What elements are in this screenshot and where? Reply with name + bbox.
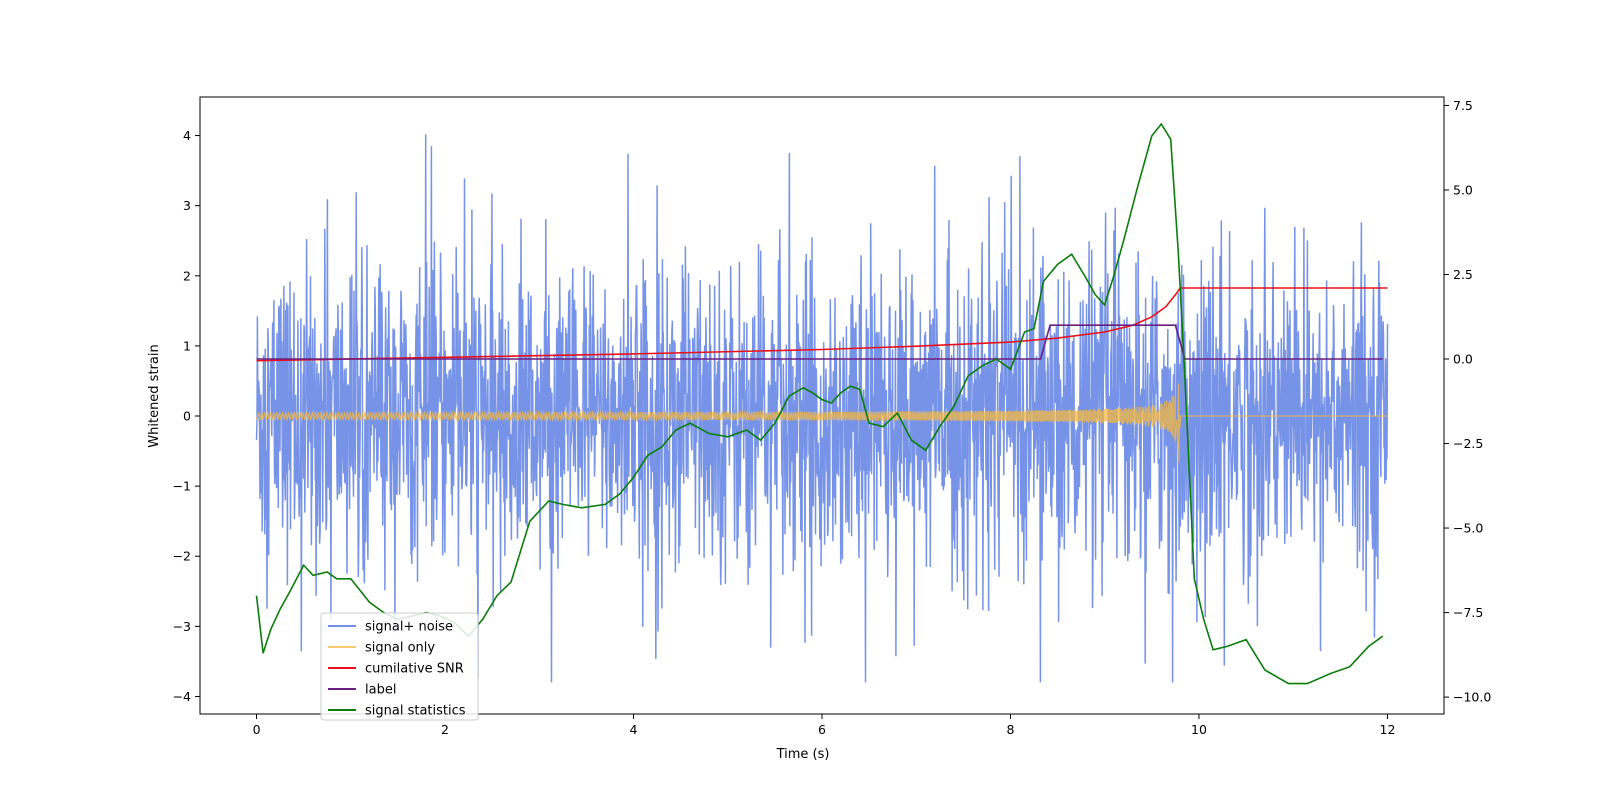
- y-right-tick-label: 5.0: [1453, 182, 1473, 197]
- axes: 0 2 4 6 8 10 12−4−3−2−101234−10.0−7.5−5.0−2.50…: [173, 96, 1491, 737]
- y-left-tick-label: −3: [173, 619, 191, 634]
- y-right-tick-label: 2.5: [1453, 267, 1473, 282]
- y-left-tick-label: 0: [183, 409, 191, 424]
- series-label: [256, 324, 1383, 360]
- y-left-tick-label: 3: [183, 198, 191, 213]
- legend-label: signal+ noise: [365, 620, 453, 635]
- x-axis-label: Time (s): [776, 747, 830, 762]
- y-right-tick-label: 0.0: [1453, 352, 1473, 367]
- y-left-tick-label: −4: [173, 689, 191, 704]
- y-right-tick-label: −10.0: [1453, 690, 1491, 705]
- legend-label: signal statistics: [365, 704, 466, 719]
- y-left-tick-label: −1: [173, 479, 191, 494]
- y-left-tick-label: 2: [183, 268, 191, 283]
- legend-label: signal only: [365, 641, 435, 656]
- legend-label: cumilative SNR: [365, 662, 464, 677]
- plot-area: [255, 122, 1389, 685]
- x-tick-label: 2: [441, 722, 449, 737]
- series-signal-only: [255, 383, 1388, 463]
- y-right-tick-label: 7.5: [1453, 98, 1473, 113]
- y-left-tick-label: 4: [183, 128, 191, 143]
- y-left-tick-label: −2: [173, 549, 191, 564]
- y-right-tick-label: −7.5: [1453, 605, 1483, 620]
- y-right-tick-label: −2.5: [1453, 436, 1483, 451]
- x-tick-label: 12: [1380, 722, 1396, 737]
- x-tick-label: 8: [1007, 722, 1015, 737]
- y-left-tick-label: 1: [183, 338, 191, 353]
- series-cumilative-snr: [256, 287, 1388, 362]
- x-tick-label: 10: [1191, 722, 1207, 737]
- x-tick-label: 6: [818, 722, 826, 737]
- y-right-tick-label: −5.0: [1453, 521, 1483, 536]
- x-tick-label: 4: [630, 722, 638, 737]
- x-tick-label: 0: [253, 722, 261, 737]
- y-axis-left-label: Whitened strain: [147, 344, 162, 447]
- series-signal-plus-noise: [255, 134, 1389, 683]
- legend-label: label: [365, 683, 396, 698]
- legend: signal+ noise signal only cumilative SNR la…: [320, 612, 479, 721]
- legend-box: [320, 612, 479, 721]
